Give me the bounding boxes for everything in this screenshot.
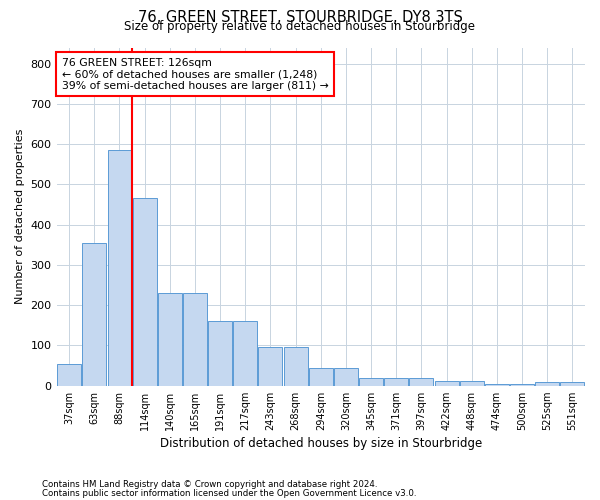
Bar (510, 384, 534, 386)
Bar (107, 150, 131, 386)
Bar (535, 382, 559, 386)
Bar (460, 381, 484, 386)
Bar (359, 378, 383, 386)
Bar (334, 368, 358, 386)
Bar (208, 322, 232, 386)
Bar (409, 378, 433, 386)
Bar (57, 364, 81, 386)
Text: 76, GREEN STREET, STOURBRIDGE, DY8 3TS: 76, GREEN STREET, STOURBRIDGE, DY8 3TS (137, 10, 463, 25)
Bar (133, 198, 157, 386)
Bar (233, 322, 257, 386)
Bar (485, 384, 509, 386)
Y-axis label: Number of detached properties: Number of detached properties (15, 129, 25, 304)
Bar (284, 348, 308, 386)
Bar (259, 348, 283, 386)
Bar (158, 293, 182, 386)
Text: Size of property relative to detached houses in Stourbridge: Size of property relative to detached ho… (125, 20, 476, 33)
Bar (385, 378, 408, 386)
Text: 76 GREEN STREET: 126sqm
← 60% of detached houses are smaller (1,248)
39% of semi: 76 GREEN STREET: 126sqm ← 60% of detache… (62, 58, 329, 91)
Text: Contains HM Land Registry data © Crown copyright and database right 2024.: Contains HM Land Registry data © Crown c… (42, 480, 377, 489)
Bar (434, 381, 458, 386)
Bar (560, 382, 584, 386)
Bar (309, 368, 333, 386)
X-axis label: Distribution of detached houses by size in Stourbridge: Distribution of detached houses by size … (160, 437, 482, 450)
Bar (183, 293, 207, 386)
Text: Contains public sector information licensed under the Open Government Licence v3: Contains public sector information licen… (42, 488, 416, 498)
Bar (82, 243, 106, 386)
